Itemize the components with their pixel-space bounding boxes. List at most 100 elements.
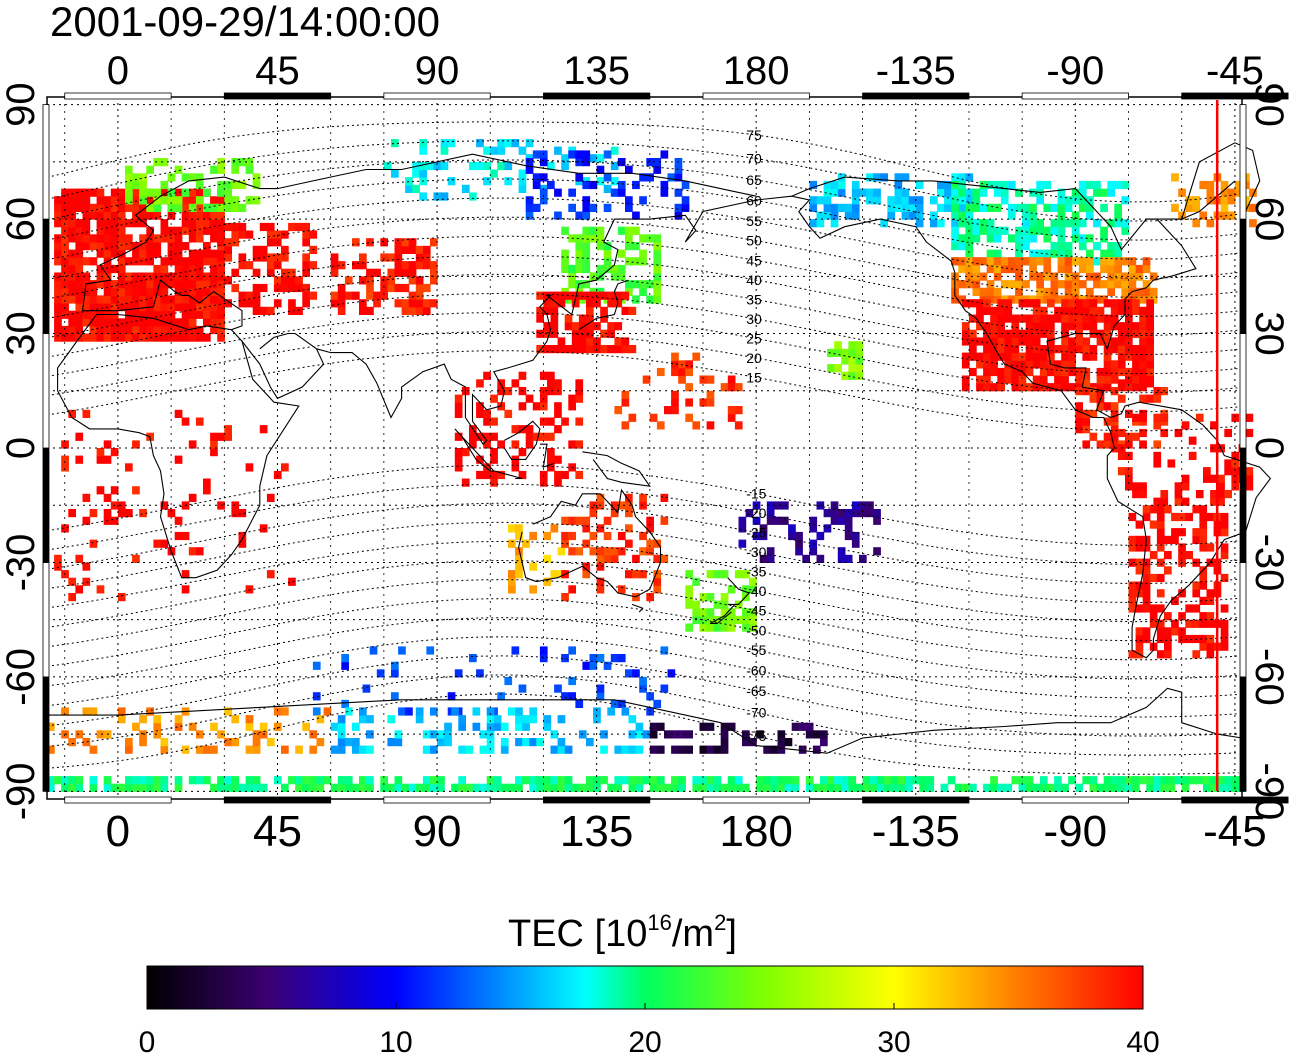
tec-cell: [96, 264, 105, 274]
tec-cell: [181, 333, 190, 342]
tec-cell: [82, 234, 91, 243]
tec-cell: [986, 234, 995, 243]
tec-cell: [1075, 322, 1083, 331]
tec-cell: [603, 257, 612, 266]
tec-cell: [203, 257, 211, 266]
tec-cell: [639, 280, 647, 289]
tec-cell: [252, 299, 261, 308]
tec-cell: [217, 203, 225, 212]
tec-cell: [1029, 203, 1037, 212]
contour-label: -30: [746, 544, 766, 560]
tec-cell: [649, 776, 658, 785]
tec-cell: [547, 387, 555, 396]
tec-cell: [727, 406, 736, 415]
contour-label: 35: [746, 292, 762, 308]
tec-cell: [472, 707, 481, 716]
tec-cell: [930, 219, 938, 228]
tec-cell: [983, 367, 991, 377]
tec-cell: [759, 531, 768, 541]
tec-cell: [1114, 203, 1122, 212]
tec-cell: [628, 345, 637, 354]
tec-cell: [671, 406, 679, 415]
tec-cell: [993, 226, 1002, 235]
tec-cell: [901, 211, 910, 220]
tec-cell: [252, 196, 261, 205]
tec-cell: [1018, 299, 1027, 308]
tec-cell: [1135, 604, 1144, 613]
tec-cell: [699, 375, 708, 384]
tec-cell: [132, 333, 140, 342]
tec-cell: [873, 509, 881, 518]
tec-cell: [539, 417, 548, 426]
tec-cell: [972, 272, 981, 281]
tec-cell: [54, 318, 62, 327]
tec-cell: [490, 432, 498, 441]
tec-cell: [238, 539, 247, 548]
tec-cell: [54, 196, 62, 205]
tec-cell: [1156, 505, 1165, 514]
tec-cell: [1217, 474, 1225, 483]
tec-cell: [174, 249, 183, 258]
tec-cell: [117, 249, 126, 258]
bottom-lon-label: -45: [1203, 807, 1267, 856]
tec-cell: [181, 280, 190, 289]
tec-cell: [1036, 196, 1044, 205]
tec-cell: [529, 707, 537, 716]
tec-cell: [203, 219, 211, 228]
tec-cell: [820, 776, 828, 785]
tec-cell: [103, 776, 112, 785]
tec-cell: [915, 211, 924, 220]
tec-cell: [866, 509, 874, 518]
tec-cell: [561, 692, 569, 701]
tec-cell: [1039, 314, 1048, 323]
tec-cell: [625, 280, 633, 289]
tec-cell: [217, 196, 225, 205]
tec-cell: [96, 188, 105, 197]
tec-cell: [1096, 306, 1105, 315]
tec-cell: [508, 539, 516, 548]
tec-cell: [699, 776, 708, 785]
tec-cell: [791, 722, 800, 731]
tec-cell: [766, 547, 775, 556]
tec-cell: [1199, 581, 1208, 590]
tec-cell: [834, 783, 842, 792]
tec-cell: [54, 554, 62, 563]
tec-cell: [412, 169, 420, 178]
tec-cell: [671, 730, 679, 739]
tec-cell: [1164, 650, 1172, 659]
tec-cell: [823, 188, 832, 197]
tec-cell: [596, 577, 605, 586]
tec-cell: [951, 242, 959, 251]
tec-cell: [1217, 497, 1225, 506]
tec-cell: [210, 783, 218, 792]
tec-cell: [451, 783, 459, 792]
tec-cell: [139, 715, 147, 724]
tec-cell: [997, 299, 1005, 308]
tec-cell: [823, 524, 832, 533]
tec-cell: [734, 406, 743, 415]
tec-cell: [951, 234, 959, 243]
tec-cell: [646, 692, 654, 701]
tec-cell: [366, 745, 374, 754]
tec-cell: [167, 249, 176, 258]
tec-cell: [1093, 219, 1101, 228]
tec-cell: [330, 783, 339, 792]
tec-cell: [238, 230, 247, 239]
tec-cell: [146, 257, 154, 266]
tec-cell: [557, 337, 566, 346]
tec-cell: [1185, 203, 1193, 212]
tec-cell: [1117, 367, 1126, 377]
tec-cell: [110, 211, 119, 220]
tec-cell: [851, 509, 860, 518]
tec-cell: [1146, 776, 1154, 785]
tec-cell: [1082, 440, 1091, 449]
tec-cell: [408, 268, 417, 277]
tec-cell: [422, 299, 431, 308]
tec-cell: [1047, 367, 1055, 377]
tec-cell: [458, 783, 466, 792]
tec-cell: [174, 303, 183, 312]
tec-cell: [745, 509, 754, 518]
tec-cell: [625, 669, 633, 678]
tec-cell: [440, 192, 449, 201]
tec-cell: [575, 547, 584, 556]
